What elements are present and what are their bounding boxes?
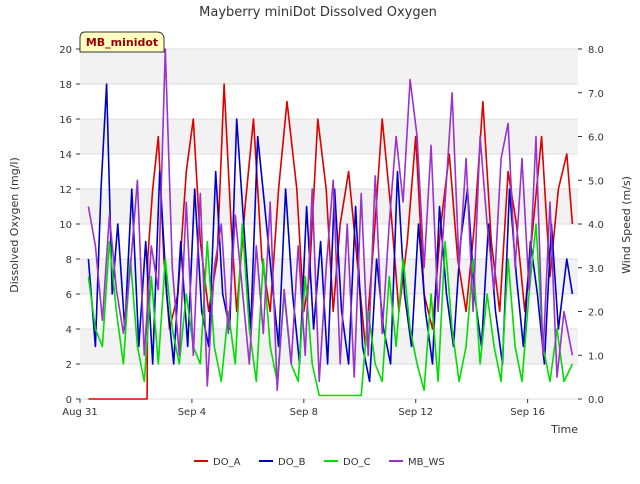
x-tick-label: Aug 31 (62, 407, 97, 418)
y-tick-label: 16 (59, 115, 72, 126)
y2-tick-label: 8.0 (588, 45, 604, 56)
series-line-mb-ws (87, 48, 574, 392)
y-tick-label: 6 (66, 290, 72, 301)
y2-tick-label: 7.0 (588, 89, 604, 100)
y-tick-label: 10 (59, 220, 72, 231)
y-tick-label: 8 (66, 255, 72, 266)
y2-tick-label: 5.0 (588, 176, 604, 187)
y-tick-label: 0 (66, 395, 72, 406)
x-axis-label: Time (550, 423, 578, 436)
y-tick-label: 12 (59, 185, 72, 196)
x-tick-label: Sep 12 (398, 407, 433, 418)
x-tick-label: Sep 8 (290, 407, 318, 418)
plot-band (80, 154, 578, 189)
axes: 0 2 4 6 8 10 12 14 16 18 20 0.0 1.0 2.0 3.0 4.0 5.0 6.0 7.… (59, 45, 604, 418)
x-tick-label: Sep 16 (510, 407, 545, 418)
plot-band (80, 189, 578, 224)
plot-band (80, 364, 578, 399)
station-badge: MB_minidot (79, 31, 165, 53)
x-tick-label: Sep 4 (178, 407, 206, 418)
y-axis-label: Dissolved Oxygen (mg/l) (8, 157, 21, 292)
y2-tick-label: 2.0 (588, 308, 604, 319)
station-badge-label: MB_minidot (86, 36, 158, 49)
plot-band (80, 49, 578, 84)
legend-label: DO_A (213, 457, 241, 468)
y-tick-label: 20 (59, 45, 72, 56)
series-layer (87, 48, 574, 400)
y-tick-label: 14 (59, 150, 72, 161)
chart-title: Mayberry miniDot Dissolved Oxygen (199, 5, 437, 20)
y2-tick-label: 3.0 (588, 264, 604, 275)
y-tick-label: 18 (59, 80, 72, 91)
y2-tick-label: 1.0 (588, 351, 604, 362)
y-tick-label: 4 (66, 325, 72, 336)
legend: DO_A DO_B DO_C MB_WS (194, 457, 445, 468)
series-line-do-c (87, 223, 574, 397)
y2-tick-label: 6.0 (588, 133, 604, 144)
y2-tick-label: 4.0 (588, 220, 604, 231)
legend-label: DO_B (278, 457, 306, 468)
plot-band (80, 84, 578, 119)
legend-label: DO_C (343, 457, 371, 468)
y2-axis-label: Wind Speed (m/s) (620, 176, 633, 274)
y2-tick-label: 0.0 (588, 395, 604, 406)
y-tick-label: 2 (66, 360, 72, 371)
legend-label: MB_WS (408, 457, 445, 468)
station-badge-box (79, 31, 165, 53)
